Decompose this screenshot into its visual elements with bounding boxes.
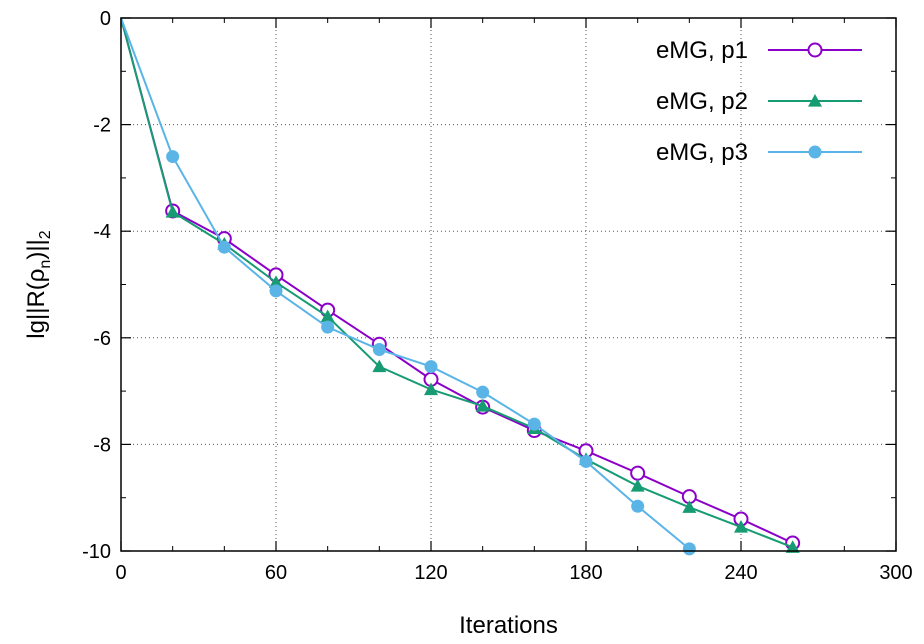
data-point [527, 417, 541, 431]
data-point [321, 320, 335, 334]
series-line [120, 17, 690, 550]
data-point [807, 42, 823, 58]
data-point [476, 385, 490, 399]
y-tick-label: -10 [82, 541, 111, 563]
y-axis-title: lg||R(ρn)||2 [23, 230, 54, 339]
y-axis-title-main: lg||R(ρ [23, 269, 50, 339]
data-point [785, 540, 800, 553]
data-point [165, 205, 180, 218]
x-tick-label: 60 [265, 562, 287, 584]
plot-frame [120, 17, 897, 552]
y-axis-title-close: )|| [23, 239, 50, 259]
data-point [424, 360, 438, 374]
legend-item: eMG, p3 [656, 139, 862, 166]
data-point [424, 382, 438, 396]
x-axis-title: Iterations [459, 612, 558, 639]
y-tick-label: -4 [93, 221, 111, 243]
legend-item: eMG, p2 [656, 88, 862, 115]
data-point [682, 542, 696, 556]
data-point [734, 520, 748, 533]
axis-ticks [120, 17, 897, 552]
data-point [579, 454, 593, 468]
y-axis-title-sub-n: n [37, 260, 54, 269]
x-tick-label: 240 [724, 562, 757, 584]
y-tick-label: -2 [93, 115, 111, 137]
legend: eMG, p1 eMG, p2 eMG, p3 [656, 37, 862, 166]
grid-lines [121, 18, 896, 551]
data-point [166, 150, 180, 164]
legend-label: eMG, p3 [656, 139, 748, 166]
y-axis-title-sub-2: 2 [37, 230, 54, 239]
data-point [372, 359, 387, 373]
x-tick-label: 180 [569, 562, 602, 584]
series-layer [120, 17, 801, 556]
legend-label: eMG, p2 [656, 88, 748, 115]
data-point [630, 465, 646, 481]
data-point [372, 343, 386, 357]
legend-label: eMG, p1 [656, 37, 748, 64]
data-point [269, 284, 283, 298]
series-line [120, 17, 794, 549]
data-point [269, 275, 283, 288]
data-point [808, 145, 822, 159]
x-tick-label: 120 [414, 562, 447, 584]
data-point [217, 240, 231, 254]
x-tick-label: 300 [879, 562, 912, 584]
y-tick-label: -8 [93, 434, 111, 456]
series-emg-p3 [120, 17, 696, 556]
series-emg-p2 [120, 17, 800, 553]
x-tick-label: 0 [115, 562, 126, 584]
data-point [630, 478, 645, 492]
data-point [808, 94, 822, 107]
y-tick-label: -6 [93, 328, 111, 350]
tick-labels: 0 60 120 180 240 300 0 -2 -4 -6 -8 -10 [82, 8, 913, 584]
y-tick-label: 0 [100, 8, 111, 30]
legend-item: eMG, p1 [656, 37, 862, 64]
data-point [475, 399, 490, 412]
data-point [320, 309, 335, 323]
data-point [682, 500, 697, 513]
series-line [120, 17, 794, 544]
data-point [631, 499, 645, 513]
